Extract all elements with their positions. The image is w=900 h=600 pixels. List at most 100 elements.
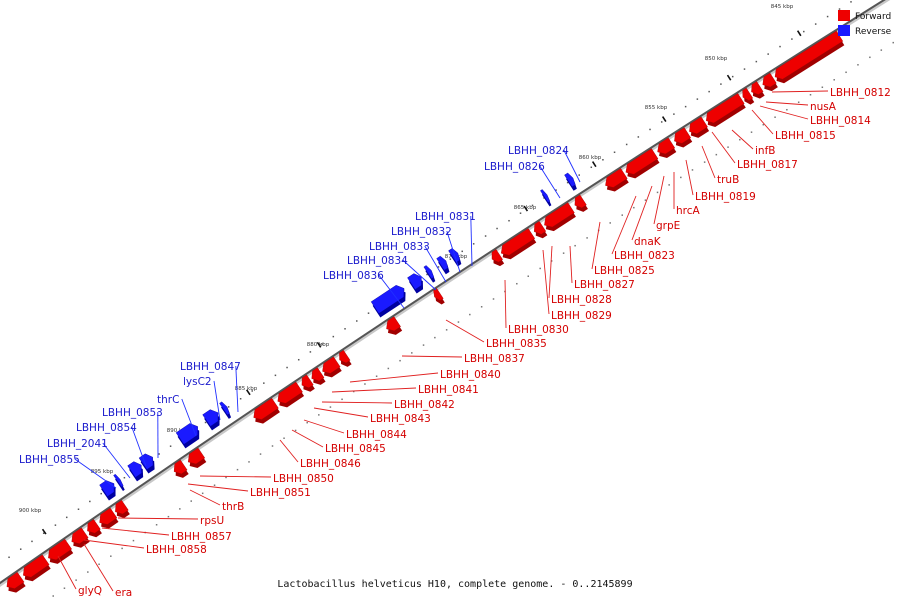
reverse-gene-body <box>564 172 576 188</box>
forward-gene <box>187 447 207 468</box>
reverse-gene <box>540 189 552 207</box>
minor-tick-dot <box>472 243 475 245</box>
forward-leader <box>199 475 272 478</box>
minor-tick-dot <box>826 15 829 18</box>
reverse-gene-label: lysC2 <box>183 376 212 388</box>
minor-tick-dot <box>375 375 378 377</box>
reverse-gene <box>99 480 116 501</box>
minor-tick-dot <box>821 86 824 89</box>
forward-gene <box>625 148 660 179</box>
forward-gene-body <box>433 288 444 301</box>
minor-tick-dot <box>590 166 593 169</box>
reverse-gene <box>113 473 125 491</box>
minor-tick-dot <box>63 587 66 589</box>
minor-tick-dot <box>578 174 580 176</box>
kbp-tick-label: 845 kbp <box>771 4 794 10</box>
forward-gene-body <box>386 316 401 332</box>
reverse-gene-body <box>407 273 422 290</box>
reverse-gene-body <box>540 189 551 203</box>
minor-tick-dot <box>213 484 216 486</box>
minor-tick-dot <box>251 390 253 392</box>
minor-tick-dot <box>121 547 123 550</box>
minor-tick-dot <box>167 515 170 518</box>
forward-gene-label: LBHH_0842 <box>394 399 455 411</box>
forward-gene-label: LBHH_0825 <box>594 265 655 277</box>
forward-gene-label: LBHH_0823 <box>614 250 675 262</box>
reverse-leader <box>235 365 239 413</box>
forward-gene <box>6 571 26 593</box>
forward-gene-body <box>674 127 692 144</box>
reverse-gene <box>423 265 436 283</box>
forward-gene <box>311 367 326 385</box>
minor-tick-dot <box>65 516 68 519</box>
minor-tick-dot <box>248 461 250 463</box>
minor-tick-dot <box>779 45 781 48</box>
legend-forward-label: Forward <box>855 12 891 22</box>
forward-gene-body <box>322 356 341 374</box>
forward-gene-body <box>99 507 118 525</box>
forward-leader <box>542 249 550 315</box>
forward-leader <box>187 483 249 492</box>
reverse-gene-label: thrC <box>157 394 179 406</box>
minor-tick-dot <box>449 258 452 260</box>
forward-gene-label: rpsU <box>200 515 224 527</box>
minor-tick-dot <box>668 184 670 186</box>
forward-leader <box>57 555 77 590</box>
kbp-tick-label: 850 kbp <box>705 56 728 62</box>
minor-tick-dot <box>19 548 22 550</box>
reverse-leader <box>378 274 405 309</box>
reverse-gene-label: LBHH_0854 <box>76 422 137 434</box>
minor-tick-dot <box>613 151 616 154</box>
kbp-tick-label: 860 kbp <box>579 155 602 161</box>
forward-leader <box>331 387 417 393</box>
minor-tick-dot <box>54 524 57 526</box>
minor-tick-dot <box>469 313 471 316</box>
forward-gene-body <box>48 538 72 561</box>
forward-leader <box>349 372 439 383</box>
forward-gene-label: LBHH_0814 <box>810 115 871 127</box>
reverse-gene-label: LBHH_0831 <box>415 211 476 223</box>
reverse-gene-body <box>436 255 449 271</box>
minor-tick-dot <box>332 335 335 338</box>
kbp-tick-mark <box>591 161 597 168</box>
reverse-gene-body <box>370 285 405 314</box>
minor-tick-dot <box>845 71 847 74</box>
minor-tick-dot <box>703 161 706 163</box>
legend-reverse-label: Reverse <box>855 27 892 37</box>
minor-tick-dot <box>52 595 54 597</box>
forward-gene <box>605 168 629 192</box>
reverse-gene-label: LBHH_2041 <box>47 438 108 450</box>
kbp-tick-label: 855 kbp <box>645 105 668 111</box>
minor-tick-dot <box>649 128 651 131</box>
minor-tick-dot <box>445 329 448 331</box>
minor-tick-dot <box>516 282 518 285</box>
minor-tick-dot <box>283 437 285 439</box>
forward-leader <box>591 221 601 270</box>
forward-leader <box>189 489 221 506</box>
reverse-gene <box>175 423 200 449</box>
minor-tick-dot <box>531 204 534 207</box>
minor-tick-dot <box>644 199 647 201</box>
forward-leader <box>731 129 754 150</box>
minor-tick-dot <box>656 191 659 194</box>
minor-tick-dot <box>673 113 675 115</box>
minor-tick-dot <box>574 244 576 247</box>
minor-tick-dot <box>708 90 710 93</box>
forward-leader <box>117 517 199 520</box>
forward-gene-label: LBHH_0857 <box>171 531 232 543</box>
minor-tick-dot <box>586 237 588 239</box>
minor-tick-dot <box>422 344 425 346</box>
minor-tick-dot <box>263 382 265 384</box>
minor-tick-dot <box>98 563 100 566</box>
minor-tick-dot <box>344 328 346 330</box>
forward-gene <box>99 507 119 529</box>
forward-gene-label: infB <box>755 145 775 157</box>
minor-tick-dot <box>274 374 277 377</box>
forward-gene-label: era <box>115 587 132 599</box>
forward-gene <box>87 519 102 538</box>
forward-gene-body <box>762 72 777 88</box>
forward-gene-body <box>706 93 745 124</box>
